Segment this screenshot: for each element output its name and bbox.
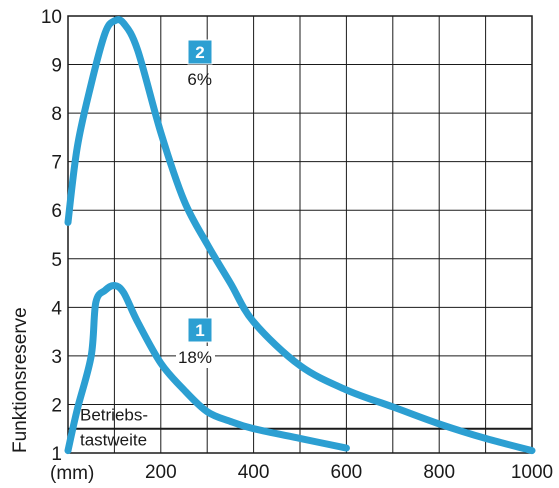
series-percent-label-2: 6% bbox=[187, 70, 212, 89]
x-axis-unit-label: (mm) bbox=[50, 463, 94, 484]
y-tick-label: 5 bbox=[51, 250, 62, 271]
x-tick-label: 600 bbox=[331, 462, 363, 483]
reference-line-label-2: tastweite bbox=[80, 431, 147, 450]
y-tick-label: 2 bbox=[51, 395, 62, 416]
x-tick-label: 1000 bbox=[511, 462, 553, 483]
series-badge-1 bbox=[187, 317, 213, 343]
y-tick-label: 8 bbox=[51, 104, 62, 125]
x-tick-label: 200 bbox=[145, 462, 177, 483]
series-badge-2 bbox=[187, 39, 213, 65]
plot-frame bbox=[67, 15, 533, 454]
y-tick-label: 6 bbox=[51, 201, 62, 222]
y-tick-label: 4 bbox=[51, 298, 62, 319]
series-label-background-1 bbox=[176, 346, 215, 368]
series-badge-label-2: 2 bbox=[195, 43, 204, 62]
x-tick-label: 400 bbox=[238, 462, 270, 483]
series-line-1 bbox=[64, 281, 350, 455]
x-tick-label: 800 bbox=[423, 462, 455, 483]
series-badge-label-1: 1 bbox=[195, 321, 204, 340]
y-axis-label: Funktionsreserve bbox=[10, 307, 31, 453]
y-tick-labels: 1 2 3 4 5 6 7 8 9 10 bbox=[41, 7, 63, 465]
series-line-2 bbox=[64, 16, 536, 455]
reference-line-label-1: Betriebs- bbox=[80, 406, 148, 425]
series-annotations: 1 18% 2 6% bbox=[176, 39, 215, 368]
series-percent-label-1: 18% bbox=[178, 348, 212, 367]
series-label-background-2 bbox=[176, 68, 204, 90]
series-layer bbox=[64, 16, 536, 455]
y-tick-label: 9 bbox=[51, 56, 62, 77]
grid bbox=[68, 16, 532, 453]
y-tick-label: 7 bbox=[51, 153, 62, 174]
y-tick-label: 10 bbox=[41, 7, 62, 28]
y-tick-label: 1 bbox=[51, 444, 62, 465]
y-tick-label: 3 bbox=[51, 347, 62, 368]
x-tick-labels: 200 400 600 800 1000 bbox=[145, 462, 553, 483]
